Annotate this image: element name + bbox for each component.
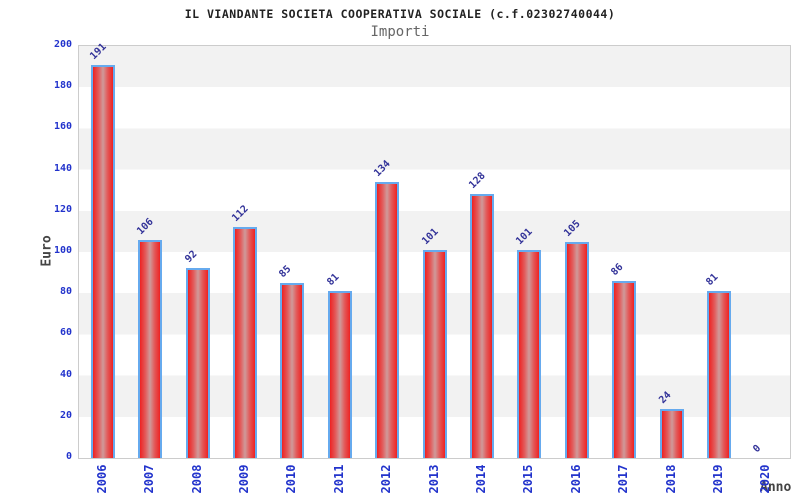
x-tick-label: 2007 <box>142 464 157 494</box>
x-tick-label: 2018 <box>663 464 678 494</box>
bar-2009 <box>232 227 257 458</box>
y-tick-label: 200 <box>53 39 72 50</box>
bar-2014 <box>469 194 494 458</box>
bar-value-label: 24 <box>656 389 674 406</box>
bar-value-label: 0 <box>751 442 764 455</box>
x-tick-label: 2016 <box>568 464 583 494</box>
bar-value-label: 81 <box>324 271 342 289</box>
y-tick-label: 20 <box>59 409 72 421</box>
y-tick-label: 100 <box>53 245 72 256</box>
bar-value-label: 134 <box>372 158 393 179</box>
bar-value-label: 101 <box>419 226 441 247</box>
x-tick-label: 2008 <box>189 464 204 494</box>
x-tick-label: 2014 <box>473 464 488 494</box>
chart-subtitle: Importi <box>370 24 430 40</box>
bar-2008 <box>185 268 210 458</box>
x-axis-label: Anno <box>760 480 792 495</box>
bar-2019 <box>706 291 731 458</box>
bar-value-label: 112 <box>230 203 251 225</box>
bar-2010 <box>280 282 305 458</box>
x-tick-label: 2019 <box>710 464 725 494</box>
x-tick-label: 2020 <box>758 464 773 494</box>
bar-2015 <box>517 249 542 458</box>
bar-value-label: 106 <box>135 216 156 237</box>
bar-value-label: 92 <box>182 249 200 266</box>
bar-value-label: 86 <box>609 261 626 278</box>
y-tick-label: 180 <box>53 80 72 92</box>
x-tick-label: 2011 <box>331 464 346 494</box>
y-tick-label: 60 <box>59 327 72 339</box>
bar-2006 <box>90 64 115 458</box>
bar-2016 <box>564 241 589 458</box>
x-tick-label: 2006 <box>94 464 109 494</box>
x-tick-label: 2010 <box>284 464 299 494</box>
y-tick-label: 120 <box>53 203 72 215</box>
x-tick-label: 2015 <box>521 464 536 494</box>
x-tick-label: 2013 <box>426 464 441 494</box>
bar-value-label: 101 <box>514 226 536 247</box>
y-tick-label: 160 <box>53 121 72 133</box>
y-tick-label: 140 <box>53 162 72 174</box>
bar-value-label: 81 <box>704 271 721 289</box>
bar-value-label: 191 <box>87 40 109 62</box>
bar-value-label: 128 <box>467 170 488 192</box>
y-tick-label: 0 <box>65 451 72 462</box>
chart-title: IL VIANDANTE SOCIETA COOPERATIVA SOCIALE… <box>184 7 616 21</box>
x-tick-label: 2017 <box>616 464 631 494</box>
bar-2007 <box>138 239 163 458</box>
bar-2013 <box>422 249 447 458</box>
y-tick-label: 80 <box>59 286 72 298</box>
x-tick-label: 2009 <box>236 464 251 494</box>
bar-2018 <box>659 408 684 458</box>
bar-2017 <box>612 280 637 458</box>
bar-2012 <box>375 181 400 458</box>
bar-value-label: 85 <box>277 263 294 280</box>
x-tick-label: 2012 <box>379 464 394 494</box>
bar-value-label: 105 <box>561 218 583 239</box>
bar-2011 <box>327 291 352 458</box>
y-tick-label: 40 <box>59 368 72 380</box>
plot-area: 191 106 92 112 85 81 134 101 128 101 105 86 24 81 0 <box>78 40 791 459</box>
